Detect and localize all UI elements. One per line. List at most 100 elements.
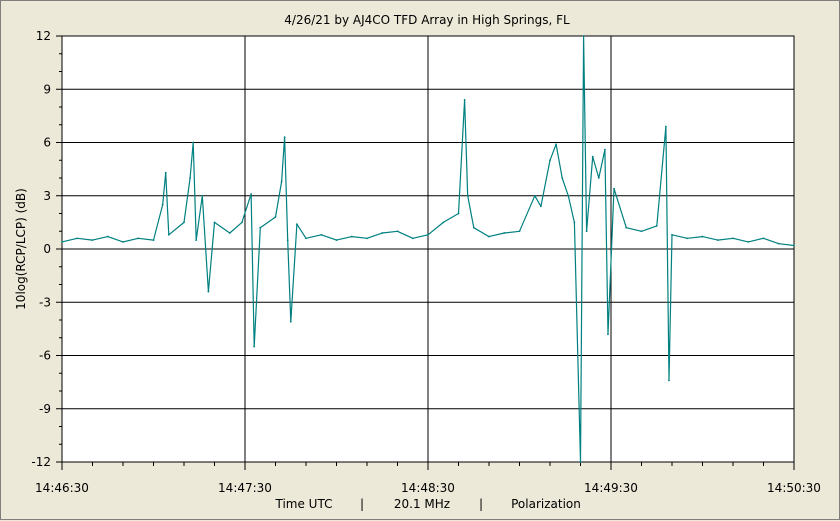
data-point (427, 233, 429, 236)
data-point (283, 136, 286, 139)
x-tick-label: 14:48:30 (401, 481, 455, 495)
data-point (280, 180, 283, 183)
data-point (732, 237, 734, 240)
y-tick-label: -6 (39, 349, 51, 363)
data-point (411, 237, 414, 240)
data-point (625, 226, 628, 229)
data-point (61, 241, 63, 243)
data-point (533, 194, 536, 197)
data-point (259, 226, 262, 229)
data-point (539, 205, 542, 208)
data-point (241, 221, 243, 224)
data-point (793, 244, 795, 247)
data-point (573, 221, 576, 224)
x-tick-label: 14:50:30 (767, 481, 821, 495)
data-point (167, 233, 170, 236)
data-point (137, 237, 140, 240)
data-point (607, 333, 609, 336)
data-point (567, 194, 570, 197)
data-point (152, 239, 155, 242)
data-point (195, 239, 198, 242)
data-point (747, 241, 750, 243)
data-point (161, 203, 164, 206)
data-point (472, 226, 475, 229)
series-trace (61, 35, 795, 463)
data-point (335, 239, 338, 242)
y-axis-label: 10log(RCP/LCP) (dB) (14, 188, 28, 310)
data-point (518, 230, 521, 233)
data-point (91, 239, 94, 242)
data-point (350, 235, 353, 238)
data-point (777, 242, 780, 245)
data-point (466, 194, 469, 197)
data-point (457, 212, 460, 215)
x-axis-label-separator-2: | (479, 497, 483, 511)
data-point (183, 221, 185, 224)
data-point (701, 235, 704, 238)
data-point (274, 216, 277, 218)
data-point (686, 237, 689, 240)
data-point (613, 187, 615, 190)
data-point (463, 99, 466, 101)
data-point (488, 235, 490, 238)
x-tick-label: 14:46:30 (35, 481, 89, 495)
data-point (665, 125, 667, 128)
data-point (381, 232, 384, 234)
y-tick-label: 12 (36, 29, 51, 43)
data-point (762, 237, 765, 240)
y-tick-label: 6 (43, 136, 51, 150)
data-point (213, 221, 216, 224)
data-point (503, 232, 506, 234)
x-axis-label-time: Time UTC (275, 497, 333, 511)
data-point (555, 143, 557, 146)
data-point (286, 239, 289, 242)
chart-title: 4/26/21 by AJ4CO TFD Array in High Sprin… (284, 13, 570, 27)
data-point (201, 194, 204, 197)
data-point (582, 35, 585, 37)
data-point (106, 235, 109, 238)
data-point (295, 223, 298, 226)
data-point (253, 345, 256, 348)
data-point (76, 237, 79, 240)
y-tick-label: -3 (39, 295, 51, 309)
y-tick-label: -9 (39, 402, 51, 416)
data-point (579, 461, 582, 463)
data-point (122, 241, 124, 243)
data-point (597, 177, 600, 179)
data-point (228, 232, 231, 234)
data-point (289, 320, 292, 323)
data-point (250, 193, 253, 195)
data-point (366, 237, 368, 240)
data-point (549, 159, 551, 162)
y-tick-label: 9 (43, 82, 51, 96)
data-point (320, 233, 323, 236)
data-point (604, 148, 606, 151)
data-point (591, 155, 594, 158)
data-point (671, 233, 673, 236)
data-point (305, 237, 307, 240)
data-point (668, 379, 670, 382)
series-line (61, 35, 795, 463)
x-axis-label-separator-1: | (360, 497, 364, 511)
x-tick-label: 14:47:30 (218, 481, 272, 495)
data-point (585, 230, 588, 233)
data-point (192, 141, 195, 144)
x-tick-label: 14:49:30 (584, 481, 638, 495)
data-point (561, 177, 564, 179)
x-axis-label-frequency: 20.1 MHz (394, 497, 450, 511)
y-tick-label: 0 (43, 242, 51, 256)
data-point (442, 221, 445, 224)
y-tick-label: 3 (43, 189, 51, 203)
data-point (640, 230, 643, 233)
data-point (189, 177, 192, 179)
x-axis: 14:46:30 14:47:30 14:48:30 14:49:30 14:50:30 (35, 462, 821, 495)
data-point (655, 225, 658, 227)
y-tick-label: -12 (31, 455, 51, 469)
data-point (716, 239, 719, 242)
x-axis-label-measurement: Polarization (511, 497, 581, 511)
data-point (396, 230, 399, 233)
y-axis: 12 9 6 3 0 -3 -6 -9 -12 (31, 29, 62, 469)
data-point (207, 290, 210, 293)
